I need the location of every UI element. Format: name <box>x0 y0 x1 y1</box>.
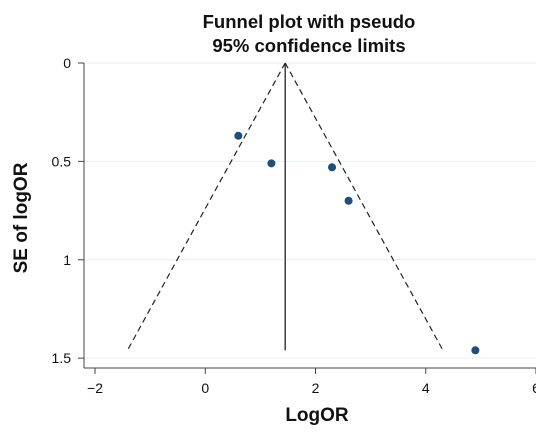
data-point <box>328 163 337 172</box>
chart-title: Funnel plot with pseudo 95% confidence l… <box>203 11 416 56</box>
data-point <box>234 131 243 140</box>
y-tick-label: 1.5 <box>52 350 72 366</box>
data-points <box>234 131 480 355</box>
x-tick-label: −2 <box>87 380 103 396</box>
data-point <box>471 346 480 355</box>
y-axis-label: SE of logOR <box>11 162 32 273</box>
x-tick-label: 4 <box>422 380 430 396</box>
axes <box>78 62 536 374</box>
lower-confidence-limit <box>126 62 286 351</box>
x-axis-label: LogOR <box>285 405 349 426</box>
y-tick-label: 1 <box>63 252 71 268</box>
y-tick-label: 0.5 <box>52 153 72 169</box>
funnel-lines <box>126 62 444 351</box>
chart-title-line-1: Funnel plot with pseudo <box>203 11 416 32</box>
x-tick-label: 0 <box>201 380 209 396</box>
upper-confidence-limit <box>284 62 444 351</box>
x-tick-label: 6 <box>532 380 536 396</box>
x-tick-label: 2 <box>312 380 320 396</box>
data-point <box>267 159 276 168</box>
gridlines <box>84 62 536 359</box>
data-point <box>344 196 353 205</box>
chart-title-line-2: 95% confidence limits <box>212 35 405 56</box>
tick-labels: −2 0 2 4 6 0 0.5 1 1.5 <box>52 55 536 396</box>
y-tick-label: 0 <box>63 55 71 71</box>
